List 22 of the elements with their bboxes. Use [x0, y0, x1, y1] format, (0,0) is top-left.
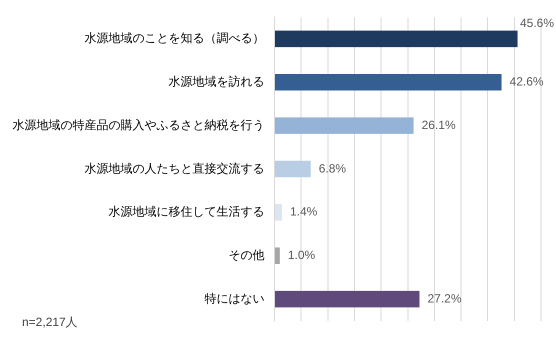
bar	[275, 30, 518, 48]
data-label: 26.1%	[422, 118, 456, 132]
y-tick-label: 水源地域の人たちと直接交流する	[84, 161, 264, 176]
data-label: 42.6%	[510, 74, 544, 89]
y-tick-label: その他	[228, 248, 264, 262]
bar	[275, 117, 414, 134]
y-tick-label: 水源地域の特産品の購入やふるさと納税を行う	[12, 118, 264, 132]
bar	[275, 160, 311, 178]
data-label: 1.4%	[290, 204, 318, 219]
y-tick-label: 水源地域に移住して生活する	[108, 204, 264, 219]
text: n=2,217人	[22, 315, 78, 329]
bar	[275, 74, 502, 91]
y-tick-label: 水源地域のことを知る（調べる）	[84, 31, 264, 46]
y-tick-label: 特にはない	[204, 291, 264, 306]
data-label: 6.8%	[318, 161, 346, 176]
data-label: 45.6%	[520, 16, 554, 30]
bar	[275, 290, 420, 308]
data-label: 1.0%	[288, 248, 316, 262]
y-tick-label: 水源地域を訪れる	[168, 74, 264, 89]
bar	[275, 247, 280, 264]
data-label: 27.2%	[427, 291, 462, 306]
bar	[275, 204, 282, 221]
